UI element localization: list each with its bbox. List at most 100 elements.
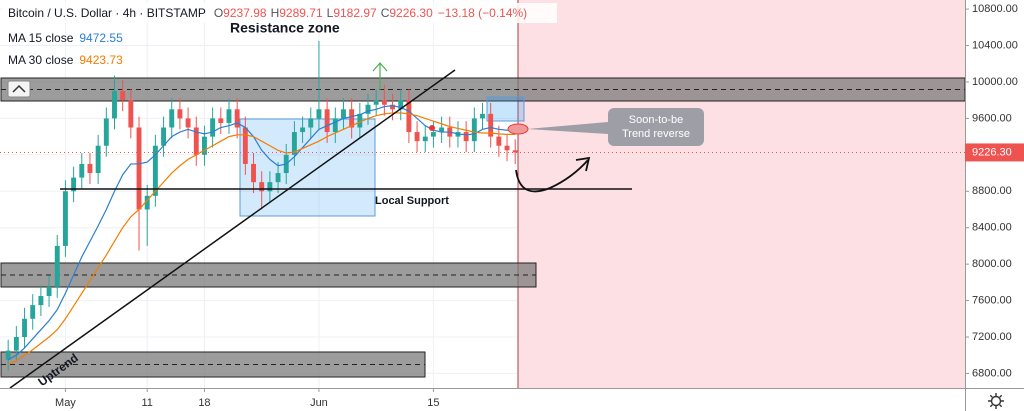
candle-body [120,91,126,101]
candle-body [341,109,346,119]
candle-body [398,100,404,110]
marker-dot [429,125,435,131]
x-tick-label: Jun [310,397,328,409]
legend-value: 9423.73 [79,53,123,67]
candle-body [185,118,191,128]
up-arrow [372,62,388,90]
candle-body [414,132,420,142]
x-tick-label: 15 [427,397,439,409]
callout [608,108,704,146]
change: −13.18 (−0.14%) [438,6,527,20]
gear-teeth [988,393,1004,409]
candle-body [46,286,52,297]
candle-body [54,245,60,287]
y-tick-label: 10400.00 [972,39,1018,51]
candle-body [471,118,477,142]
ohlc-key: L [327,6,334,20]
legend-name: MA 30 close [8,53,74,67]
candle-body [291,132,297,155]
ohlc-value: 9226.30 [389,6,433,20]
ma-legend: MA 15 close 9472.55 [8,31,123,45]
callout-text: Soon-to-be [629,114,683,126]
candle-body [5,350,11,360]
caret-icon [12,84,26,93]
callout-text: Trend reverse [622,128,690,140]
callout-pointer [527,122,608,134]
candle-body [234,109,240,128]
header: Bitcoin / U.S. Dollar · 4h · BITSTAMP O 92… [8,6,527,20]
candle-body [177,109,183,119]
range-box [486,96,525,122]
candle-body [38,296,44,306]
candle-body [136,127,142,210]
candle-body [365,104,371,114]
candle-body [324,109,330,133]
price-tag [965,143,1024,162]
ma-line [7,112,516,365]
y-tick-label: 6800.00 [972,367,1012,379]
candle-body [251,163,256,183]
candle-body [390,104,395,110]
candle-body [95,145,101,174]
candle-body [128,100,134,128]
y-tick-label: 8400.00 [972,222,1012,234]
candle-body [79,163,85,178]
candle-body [112,91,117,119]
ohlc-value: 9289.71 [279,6,323,20]
candle-body [87,163,93,174]
candle-body [267,182,273,192]
candle-body [308,118,314,128]
ma-legend: MA 30 close 9423.73 [8,53,123,67]
y-tick-label: 9600.00 [972,112,1012,124]
gear [990,395,1002,407]
y-tick-label: 8000.00 [972,258,1012,270]
candle-body [218,118,224,123]
candle-body [152,145,158,196]
candle-body [463,132,469,142]
candle-body [512,150,518,153]
candle-body [316,109,322,119]
candle-body [349,109,355,128]
ohlc-key: H [271,6,280,20]
candle-body [103,118,109,146]
ohlc-key: C [381,6,390,20]
candle-body [161,127,167,146]
candle-body [30,305,36,319]
candle-body [144,195,150,210]
shaded-region [518,0,965,388]
candle-body [193,127,199,155]
candle-body [201,136,207,155]
y-tick-label: 8800.00 [972,185,1012,197]
candle-body [496,136,502,146]
candle-body [22,318,27,337]
candle-body [259,182,265,192]
candle-body [332,118,338,133]
candle-body [357,113,363,128]
header-bg [2,3,557,23]
candle-body [62,191,68,246]
y-tick-label: 10000.00 [972,76,1018,88]
price-tag-label: 9226.30 [972,146,1012,158]
candle-body [275,173,281,183]
collapse-button[interactable] [7,80,31,98]
legend-name: MA 15 close [8,31,74,45]
x-tick-label: 18 [198,397,210,409]
candle-body [242,127,248,164]
candle-body [406,100,412,133]
symbol: Bitcoin / U.S. Dollar · 4h · BITSTAMP [8,6,206,20]
candle-body [210,118,216,137]
candle-body [226,109,232,123]
candle-body [373,100,379,105]
settings-icon[interactable] [988,393,1004,409]
y-tick-label: 10800.00 [972,3,1018,15]
candle-body [488,113,494,137]
candle-body [300,127,306,133]
ohlc-key: O [214,6,223,20]
annotation: Local Support [375,195,449,207]
y-tick-label: 7600.00 [972,294,1012,306]
curved-arrow [515,159,589,193]
highlight-ellipse [507,123,529,135]
candle-body [480,113,485,119]
